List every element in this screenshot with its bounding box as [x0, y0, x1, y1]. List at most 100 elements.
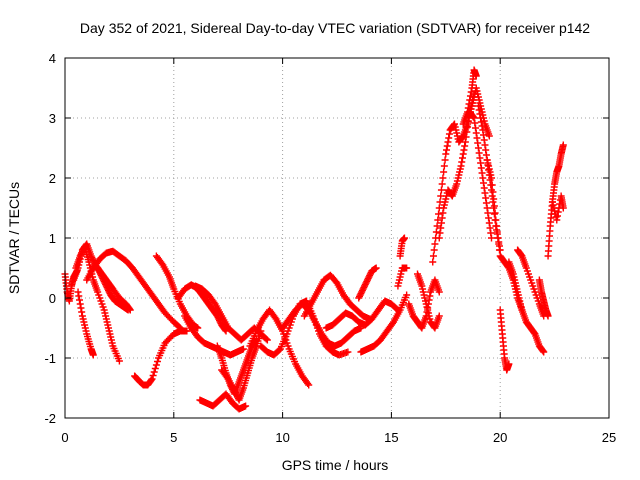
data-point [435, 312, 443, 320]
data-point [438, 180, 446, 188]
data-point [242, 402, 250, 410]
data-point [481, 189, 489, 197]
data-point [480, 136, 488, 144]
data-point [440, 162, 448, 170]
y-tick-label: 3 [49, 111, 56, 126]
data-point [487, 174, 495, 182]
data-point [482, 194, 490, 202]
data-point [152, 361, 160, 369]
data-point [482, 146, 490, 154]
data-point [435, 234, 443, 242]
data-track [74, 288, 97, 359]
data-point [153, 358, 161, 365]
data-point [474, 139, 482, 147]
data-track [322, 297, 402, 332]
data-point [554, 208, 562, 216]
data-point [148, 375, 156, 383]
data-point [462, 133, 470, 141]
data-point [183, 327, 191, 335]
data-point [554, 212, 562, 220]
data-point [477, 114, 485, 122]
data-point [488, 181, 496, 189]
data-point [430, 246, 438, 254]
data-point [505, 360, 513, 368]
y-tick-label: 4 [49, 51, 56, 66]
data-point [476, 154, 484, 162]
data-track [544, 141, 567, 260]
x-tick-label: 25 [602, 430, 616, 445]
data-point [426, 292, 434, 300]
data-point [439, 174, 447, 182]
x-tick-label: 15 [384, 430, 398, 445]
data-point [400, 234, 408, 242]
data-point [89, 351, 97, 359]
data-point [475, 149, 483, 157]
y-axis-label: SDTVAR / TECUs [6, 182, 22, 294]
data-point [469, 113, 477, 121]
data-point [464, 104, 472, 112]
data-point [372, 264, 380, 272]
data-track [279, 300, 365, 350]
data-point [491, 209, 499, 217]
y-tick-label: -2 [44, 411, 56, 426]
data-point [494, 234, 502, 242]
data-track [192, 282, 271, 344]
data-point [76, 296, 84, 304]
data-point [493, 228, 501, 236]
data-point [438, 214, 446, 222]
data-track [505, 258, 548, 356]
data-point [490, 202, 498, 210]
data-track [72, 243, 123, 365]
data-point [486, 224, 494, 232]
data-point [474, 102, 482, 110]
data-track [396, 234, 408, 260]
data-point [403, 264, 411, 272]
data-point [480, 131, 488, 139]
data-point [434, 216, 442, 224]
data-point [433, 222, 441, 230]
data-point [305, 381, 313, 389]
data-point [480, 184, 488, 192]
data-point [480, 179, 488, 187]
data-point [472, 72, 480, 80]
data-track [394, 264, 411, 290]
data-point [475, 106, 483, 114]
data-point [429, 252, 437, 260]
x-tick-label: 0 [61, 430, 68, 445]
data-point [147, 376, 155, 384]
data-point [437, 224, 445, 232]
data-point [470, 114, 478, 122]
data-point [482, 199, 490, 207]
data-point [457, 162, 465, 170]
data-point [471, 119, 479, 127]
x-axis-label: GPS time / hours [282, 457, 389, 473]
data-point [441, 156, 449, 164]
data-point [78, 308, 86, 316]
data-point [149, 372, 157, 379]
data-point [77, 304, 85, 312]
data-point [403, 291, 411, 299]
data-point [151, 365, 159, 372]
data-point [439, 209, 447, 217]
data-track [496, 306, 513, 374]
data-point [482, 151, 490, 159]
data-point [458, 158, 466, 166]
data-point [459, 150, 467, 158]
data-point [466, 96, 474, 104]
data-point [458, 154, 466, 162]
data-track [548, 192, 567, 224]
data-point [443, 146, 451, 154]
data-point [431, 240, 439, 248]
data-point [490, 210, 498, 218]
x-tick-label: 10 [275, 430, 289, 445]
data-point [481, 141, 489, 149]
data-point [473, 134, 481, 142]
data-point [479, 174, 487, 182]
data-point [478, 169, 486, 177]
data-point [466, 92, 474, 100]
data-point [344, 348, 352, 356]
data-point [492, 216, 500, 224]
data-point [124, 306, 132, 314]
data-point [485, 214, 493, 222]
data-point [553, 216, 561, 224]
